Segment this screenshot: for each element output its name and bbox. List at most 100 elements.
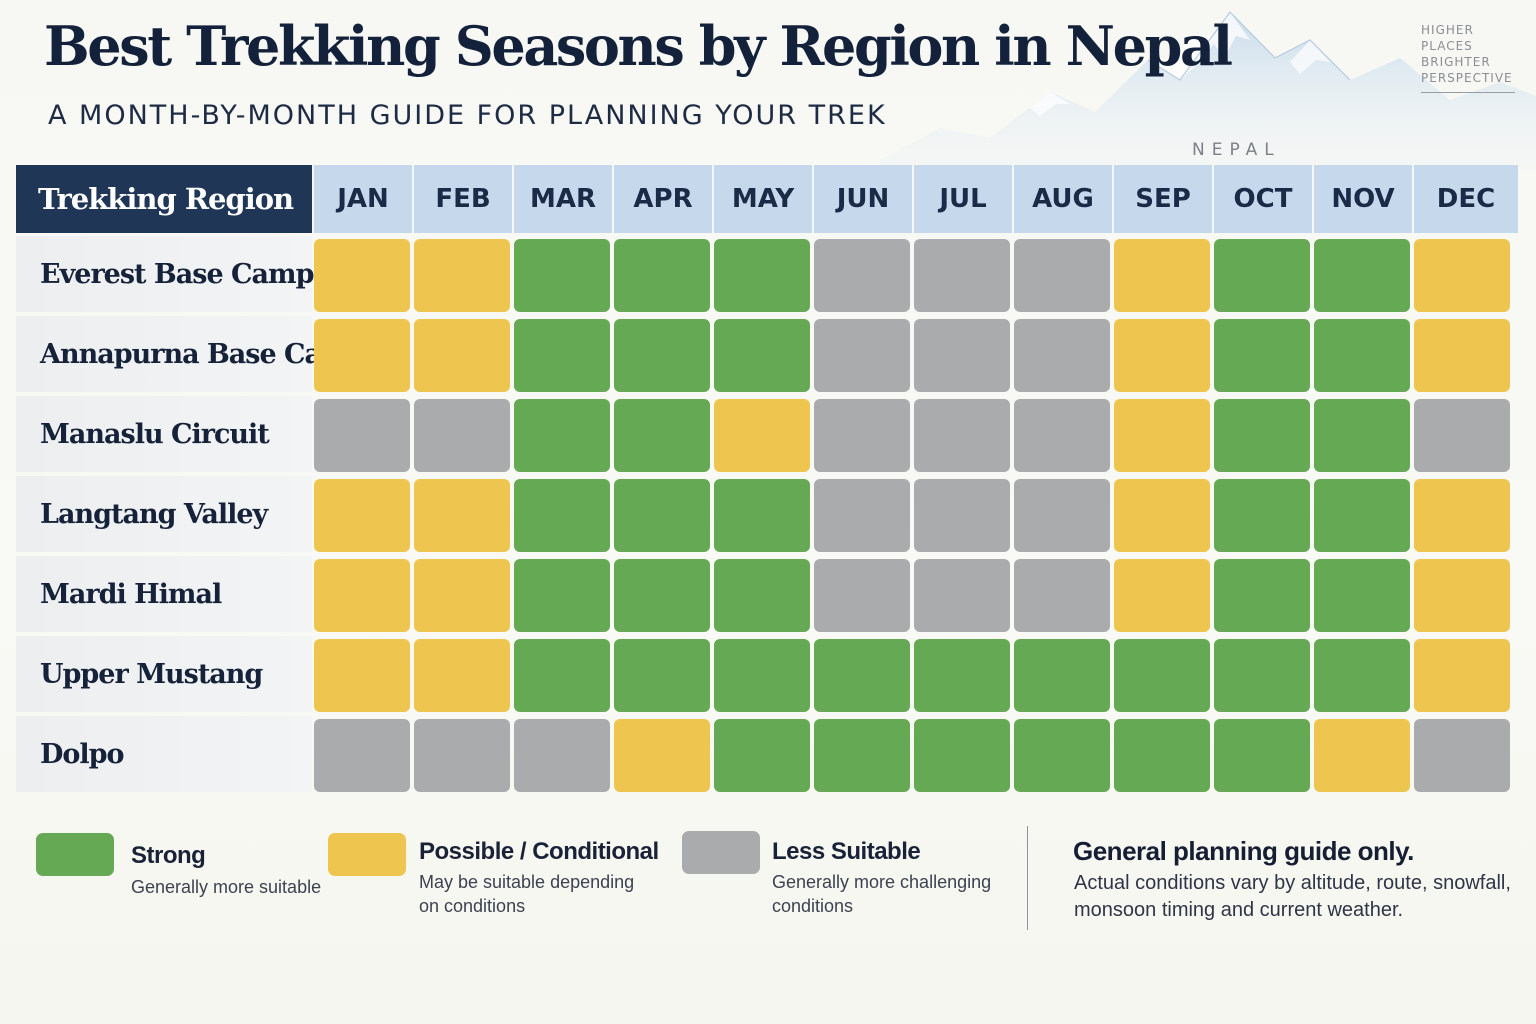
season-cell-strong [1314,559,1410,632]
legend-desc-possible: May be suitable depending on conditions [419,872,635,916]
month-header-aug: AUG [1012,165,1112,233]
month-header-jul: JUL [912,165,1012,233]
season-cell-less [1014,559,1110,632]
month-header-sep: SEP [1112,165,1212,233]
season-cell-strong [1114,639,1210,712]
region-label: Dolpo [16,716,312,792]
region-label: Everest Base Camp [16,236,314,312]
season-cell-possible [414,479,510,552]
season-cell-strong [1214,239,1310,312]
season-cell-possible [414,559,510,632]
legend-divider [1027,826,1028,930]
region-label: Annapurna Base Camp [16,316,368,392]
season-cell-strong [1214,719,1310,792]
season-cell-strong [814,639,910,712]
season-cell-less [914,399,1010,472]
legend-desc-strong: Generally more suitable [131,877,322,897]
legend-title-less: Less Suitable [772,838,921,865]
month-header-jan: JAN [312,165,412,233]
season-cell-strong [514,479,610,552]
region-label: Manaslu Circuit [16,396,312,472]
season-cell-strong [1314,639,1410,712]
season-cell-strong [1214,559,1310,632]
season-cell-possible [1414,639,1510,712]
mountain-illustration [880,11,1536,170]
legend-desc-less: Generally more challenging conditions [772,872,992,916]
tagline-line: PLACES [1421,39,1473,53]
tagline-line: PERSPECTIVE [1421,71,1513,85]
season-cell-possible [714,399,810,472]
season-cell-strong [1214,319,1310,392]
season-cell-possible [314,479,410,552]
season-cell-strong [614,239,710,312]
region-label: Mardi Himal [16,556,312,632]
season-cell-less [914,479,1010,552]
season-cell-less [514,719,610,792]
season-cell-strong [914,719,1010,792]
season-cell-strong [714,639,810,712]
month-header-may: MAY [712,165,812,233]
month-header-apr: APR [612,165,712,233]
season-cell-less [314,399,410,472]
backdrop-label: NEPAL [1192,140,1281,160]
season-cell-possible [314,639,410,712]
season-cell-possible [1414,319,1510,392]
legend-title-strong: Strong [131,842,206,869]
season-cell-less [314,719,410,792]
season-cell-strong [614,319,710,392]
season-cell-less [814,239,910,312]
month-header-mar: MAR [512,165,612,233]
row-header: Trekking Region [16,165,312,233]
note-title: General planning guide only. [1073,836,1414,866]
season-cell-strong [714,559,810,632]
season-cell-possible [614,719,710,792]
season-cell-less [814,479,910,552]
season-cell-possible [1414,239,1510,312]
region-label: Langtang Valley [16,476,312,552]
season-cell-possible [1114,399,1210,472]
season-cell-possible [1114,479,1210,552]
season-cell-possible [314,559,410,632]
season-cell-strong [714,319,810,392]
season-cell-strong [1314,399,1410,472]
season-cell-strong [614,559,710,632]
season-cell-less [814,399,910,472]
season-cell-less [1414,399,1510,472]
page-title: Best Trekking Seasons by Region in Nepal [44,14,1233,78]
note-body: Actual conditions vary by altitude, rout… [1074,872,1511,921]
season-cell-strong [714,239,810,312]
season-cell-strong [1014,639,1110,712]
season-cell-possible [414,639,510,712]
tagline-line: HIGHER [1421,23,1474,37]
month-header-nov: NOV [1312,165,1412,233]
season-cell-strong [1214,479,1310,552]
season-cell-strong [1214,399,1310,472]
season-cell-strong [1214,639,1310,712]
season-cell-strong [514,559,610,632]
season-cell-strong [1314,479,1410,552]
season-cell-possible [1114,319,1210,392]
season-cell-less [1014,319,1110,392]
season-cell-strong [514,319,610,392]
season-cell-strong [614,639,710,712]
legend-swatch-less [682,831,760,874]
month-header-feb: FEB [412,165,512,233]
season-cell-less [814,319,910,392]
season-cell-strong [514,639,610,712]
season-cell-possible [414,319,510,392]
season-cell-possible [1314,719,1410,792]
season-cell-strong [1314,319,1410,392]
season-cell-possible [314,239,410,312]
season-cell-less [914,319,1010,392]
season-cell-less [1414,719,1510,792]
month-header-jun: JUN [812,165,912,233]
season-cell-possible [1414,559,1510,632]
month-header-dec: DEC [1412,165,1518,233]
season-cell-less [914,239,1010,312]
season-cell-possible [414,239,510,312]
season-cell-less [914,559,1010,632]
season-cell-less [814,559,910,632]
season-cell-possible [1414,479,1510,552]
season-cell-strong [514,399,610,472]
season-cell-strong [1014,719,1110,792]
